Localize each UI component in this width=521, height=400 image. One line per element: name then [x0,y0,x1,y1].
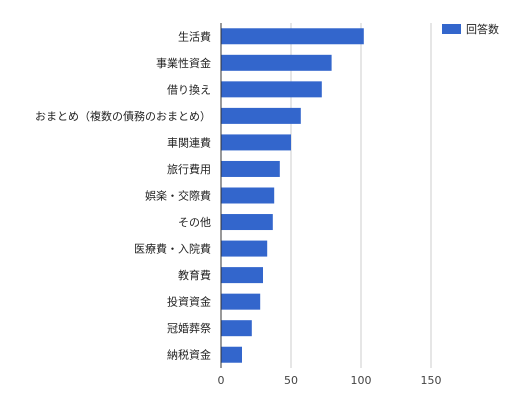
bar [221,107,301,124]
bar [221,187,275,204]
bar [221,320,252,337]
category-label: その他 [178,216,211,229]
bar [221,267,263,284]
category-label: 事業性資金 [156,56,211,70]
x-tick-label: 100 [351,374,372,387]
category-label: 借り換え [167,83,211,96]
bar [221,81,322,98]
legend: 回答数 [442,22,499,36]
category-label: 教育費 [178,268,211,282]
bar [221,346,242,363]
legend-label: 回答数 [466,22,499,36]
x-tick-label: 0 [218,374,225,387]
bar [221,240,268,257]
bars [221,28,364,363]
gridlines [290,23,432,368]
x-tick-label: 150 [421,374,442,387]
bar [221,214,273,231]
bar [221,54,332,71]
category-label: 車関連費 [167,135,211,149]
category-label: 投資資金 [167,295,211,309]
category-label: 納税資金 [167,348,211,362]
legend-swatch [442,24,461,34]
category-label: 旅行費用 [167,162,211,176]
category-label: 医療費・入院費 [134,242,211,256]
bar [221,293,261,310]
bar [221,28,364,45]
bar [221,160,280,177]
x-tick-label: 50 [284,374,298,387]
bar [221,134,291,151]
category-label: 生活費 [178,29,211,43]
category-label: 冠婚葬祭 [167,321,211,335]
category-label: 娯楽・交際費 [145,189,211,203]
category-label: おまとめ（複数の債務のおまとめ） [35,109,211,123]
x-tick-labels: 0 50 100 150 [218,374,442,387]
